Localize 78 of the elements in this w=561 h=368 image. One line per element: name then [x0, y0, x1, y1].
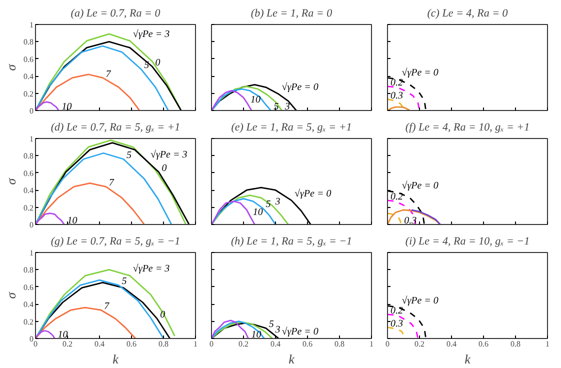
x-axis-title: k: [464, 352, 471, 366]
annotation: 0: [155, 58, 160, 69]
x-tick-label: 0.8: [158, 340, 168, 348]
chart-title: (a) Le = 0.7, Ra = 0: [70, 8, 161, 20]
x-tick-label: 1: [194, 340, 198, 348]
x-tick-label: 0: [386, 340, 390, 348]
annotation: √γPe = 0: [402, 180, 438, 192]
y-tick-label: 0.2: [24, 89, 34, 98]
annotation: √γPe = 3: [150, 150, 188, 161]
x-tick-label: 0.6: [478, 340, 488, 348]
annotation: √γPe = 0: [402, 68, 438, 79]
annotation: 3: [274, 324, 280, 336]
annotation: 10: [252, 206, 263, 218]
chart-title: (g) Le = 0.7, Ra = 5, gₓ = −1: [50, 236, 180, 248]
chart-title: (i) Le = 4, Ra = 10, gₓ = −1: [405, 236, 530, 248]
annotation: 10: [250, 94, 260, 106]
annotation: 0: [162, 163, 167, 174]
x-axis-title: k: [112, 352, 119, 366]
y-tick-label: 1: [30, 248, 34, 258]
y-tick-label: 1: [30, 20, 34, 30]
x-tick-label: 0.6: [126, 340, 136, 348]
y-tick-label: 0.6: [24, 168, 34, 178]
chart-title: (d) Le = 0.7, Ra = 5, gₓ = +1: [50, 122, 180, 134]
y-axis-title: σ: [4, 292, 18, 299]
annotation: 3: [274, 196, 280, 208]
annotation: 0.2: [390, 305, 403, 316]
y-tick-label: 0.2: [24, 317, 34, 326]
y-tick-label: 0.2: [24, 203, 34, 212]
x-axis-title: k: [288, 352, 295, 366]
y-tick-label: 0: [30, 106, 34, 116]
y-tick-label: 0.4: [24, 300, 34, 310]
chart-title: (h) Le = 1, Ra = 5, gₓ = −1: [230, 236, 352, 248]
x-tick-label: 1: [546, 340, 550, 348]
y-tick-label: 0.8: [24, 266, 34, 275]
annotation: 10: [58, 330, 68, 340]
annotation: √γPe = 0: [294, 188, 332, 200]
annotation: 10: [67, 216, 78, 226]
annotation: 0.3: [390, 318, 403, 330]
chart-title: (f) Le = 4, Ra = 10, gₓ = +1: [405, 122, 530, 134]
x-tick-label: 0.8: [334, 340, 344, 348]
annotation: 0.3: [390, 90, 403, 102]
annotation: √γPe = 0: [282, 82, 318, 94]
y-tick-label: 0.8: [24, 38, 34, 47]
y-tick-label: 0.4: [24, 186, 34, 196]
annotation: 5: [126, 150, 132, 162]
x-tick-label: 1: [370, 340, 374, 348]
annotation: √γPe = 3: [132, 264, 170, 275]
annotation: 0.2: [390, 77, 403, 88]
x-tick-label: 0.2: [238, 340, 248, 348]
annotation: 3: [284, 102, 290, 112]
chart-title: (b) Le = 1, Ra = 0: [250, 8, 333, 20]
y-tick-label: 0: [30, 220, 34, 230]
annotation: √γPe = 3: [132, 28, 170, 40]
annotation: 5: [268, 319, 274, 330]
x-tick-label: 0.4: [270, 340, 280, 348]
y-tick-label: 0.6: [24, 54, 34, 64]
x-tick-label: 0.4: [94, 340, 104, 348]
annotation: √γPe = 0: [282, 326, 318, 338]
y-tick-label: 0.6: [24, 282, 34, 292]
y-axis-title: σ: [4, 64, 18, 71]
annotation: 7: [104, 301, 110, 312]
x-tick-label: 0.8: [510, 340, 520, 348]
x-tick-label: 0: [210, 340, 214, 348]
annotation: √γPe = 0: [402, 296, 438, 307]
y-tick-label: 1: [30, 134, 34, 144]
annotation: 5: [122, 276, 127, 288]
y-axis-title: σ: [4, 178, 18, 185]
annotation: 10: [251, 330, 262, 340]
y-tick-label: 0.8: [24, 152, 34, 161]
annotation: 7: [106, 68, 112, 80]
x-tick-label: 0.6: [302, 340, 312, 348]
x-tick-label: 0.4: [446, 340, 456, 348]
x-tick-label: 0.2: [62, 340, 72, 348]
x-tick-label: 0.2: [414, 340, 424, 348]
chart-title: (c) Le = 4, Ra = 0: [427, 8, 508, 20]
chart-title: (e) Le = 1, Ra = 5, gₓ = +1: [231, 122, 352, 134]
annotation: 7: [108, 178, 115, 189]
y-tick-label: 0.4: [24, 72, 34, 82]
